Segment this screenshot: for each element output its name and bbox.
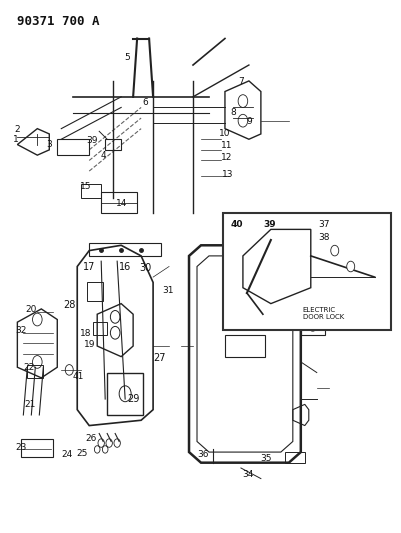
Text: 39: 39 xyxy=(86,136,97,145)
Text: 24: 24 xyxy=(61,450,73,459)
Text: 32: 32 xyxy=(15,326,26,335)
Text: 18: 18 xyxy=(79,329,91,338)
Text: 36: 36 xyxy=(197,450,208,459)
Bar xyxy=(223,214,390,330)
Bar xyxy=(284,452,304,463)
Text: 41: 41 xyxy=(73,372,84,381)
Text: 30: 30 xyxy=(139,263,151,272)
Circle shape xyxy=(346,261,354,272)
Bar xyxy=(93,322,107,335)
Text: 13: 13 xyxy=(222,170,233,179)
Text: 90371 700 A: 90371 700 A xyxy=(17,14,99,28)
Text: 25: 25 xyxy=(76,449,87,458)
Bar xyxy=(87,282,103,301)
Text: 29: 29 xyxy=(127,394,139,404)
Circle shape xyxy=(330,245,338,256)
Bar xyxy=(27,365,43,378)
Text: 22: 22 xyxy=(23,363,34,372)
Text: ELECTRIC
DOOR LOCK: ELECTRIC DOOR LOCK xyxy=(302,306,343,319)
Text: 15: 15 xyxy=(79,182,91,191)
Text: 17: 17 xyxy=(83,262,95,271)
Bar xyxy=(225,335,264,357)
Text: 33: 33 xyxy=(259,323,270,332)
Text: 21: 21 xyxy=(25,400,36,409)
Text: 28: 28 xyxy=(63,300,75,310)
Text: 23: 23 xyxy=(15,443,26,453)
Text: 20: 20 xyxy=(25,305,36,314)
Text: 20: 20 xyxy=(271,292,282,301)
Text: 38: 38 xyxy=(318,233,330,242)
Text: 34: 34 xyxy=(241,471,253,479)
Text: 39: 39 xyxy=(262,220,275,229)
Text: 1: 1 xyxy=(12,135,18,144)
Bar xyxy=(101,192,137,214)
Text: 9: 9 xyxy=(245,117,251,126)
Text: 40: 40 xyxy=(230,220,243,229)
Text: 3: 3 xyxy=(46,140,52,149)
Text: 16: 16 xyxy=(119,262,131,271)
Text: 12: 12 xyxy=(221,153,232,162)
Bar xyxy=(107,373,143,415)
Text: 7: 7 xyxy=(237,77,243,86)
Bar xyxy=(105,139,121,150)
Text: 8: 8 xyxy=(229,108,235,117)
Text: 27: 27 xyxy=(152,353,165,363)
Text: 5: 5 xyxy=(124,53,130,62)
Bar xyxy=(300,314,324,335)
Bar xyxy=(89,243,161,256)
Text: 6: 6 xyxy=(142,98,148,107)
Text: 37: 37 xyxy=(318,220,330,229)
Text: 35: 35 xyxy=(260,454,271,463)
Text: 18: 18 xyxy=(280,302,292,311)
Text: 26: 26 xyxy=(85,434,97,443)
Text: 31: 31 xyxy=(162,286,174,295)
Text: 2: 2 xyxy=(14,125,20,134)
Text: 14: 14 xyxy=(115,199,127,208)
Text: 10: 10 xyxy=(219,130,230,139)
Bar xyxy=(57,139,89,155)
Text: 4: 4 xyxy=(100,151,106,160)
Bar xyxy=(81,184,101,198)
Bar xyxy=(21,439,53,457)
Text: 19: 19 xyxy=(83,341,95,350)
Text: 11: 11 xyxy=(221,141,232,150)
